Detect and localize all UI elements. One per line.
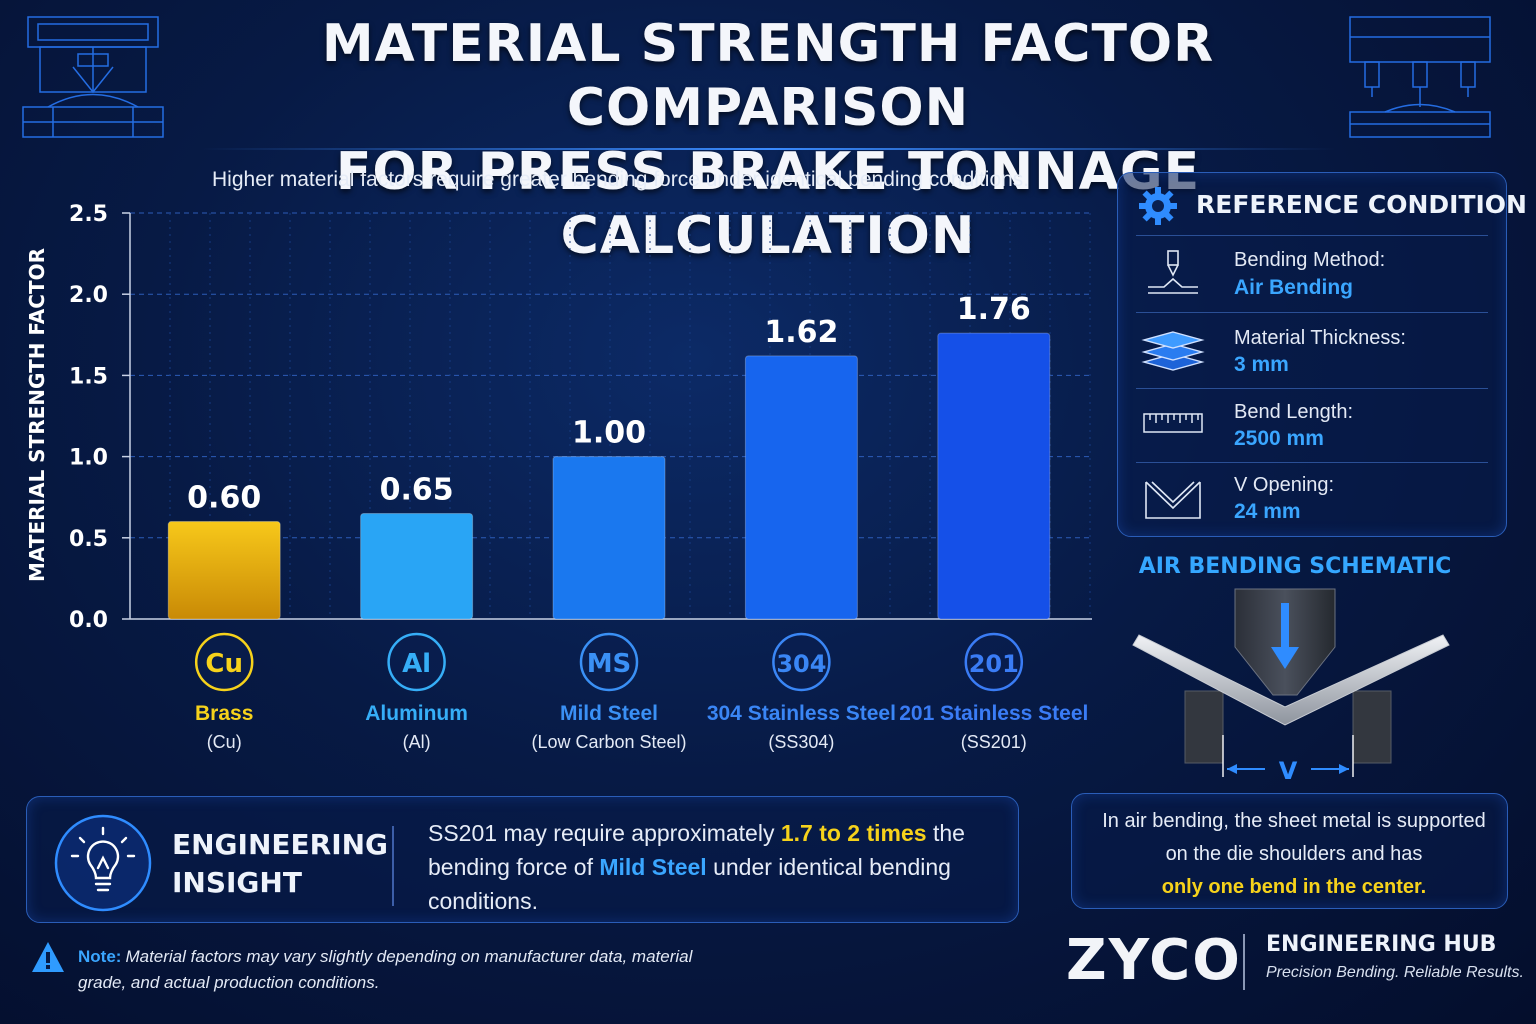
description-line-2: on the die shoulders and has: [1165, 843, 1423, 865]
bend-length-value: 2500 mm: [1234, 427, 1324, 450]
reference-divider: [1136, 388, 1488, 389]
insight-text-part-1: SS201 may require approximately: [428, 820, 781, 846]
y-axis-label: MATERIAL STRENGTH FACTOR: [25, 248, 49, 582]
bar-value-label: 0.60: [187, 481, 261, 516]
material-thickness-value: 3 mm: [1234, 353, 1289, 376]
y-tick-label: 1.0: [69, 446, 108, 471]
engineering-insight-text: SS201 may require approximately 1.7 to 2…: [428, 816, 1008, 918]
y-tick-label: 2.5: [69, 202, 108, 227]
category-label: Aluminum: [365, 702, 468, 725]
bending-method-value: Air Bending: [1234, 276, 1353, 299]
material-symbol-badge: [772, 632, 831, 692]
v-die-icon: [1145, 481, 1201, 519]
category-label: 304 Stainless Steel: [707, 702, 896, 725]
category-label: 201 Stainless Steel: [899, 702, 1088, 725]
bar-al: [360, 512, 474, 620]
engineering-insight-panel: [26, 796, 1019, 923]
category-sublabel: (SS304): [768, 732, 834, 752]
ruler-icon: [1143, 413, 1203, 433]
page-title: MATERIAL STRENGTH FACTOR COMPARISON FOR …: [180, 12, 1356, 268]
sheet-metal: [1132, 634, 1450, 726]
bending-method-icon: [1148, 250, 1198, 294]
bar-value-label: 1.00: [572, 416, 646, 451]
insight-title-line-1: ENGINEERING: [172, 828, 389, 861]
category-label: Brass: [195, 702, 253, 725]
y-tick-label: 1.5: [69, 364, 108, 389]
y-tick-label: 2.0: [69, 283, 108, 308]
bar-value-label: 0.65: [380, 472, 454, 507]
category-sublabel: (Low Carbon Steel): [531, 732, 686, 752]
description-highlight: only one bend in the center.: [1161, 876, 1427, 898]
brand-hub-name: ENGINEERING HUB: [1266, 932, 1497, 957]
reference-condition-title: REFERENCE CONDITION: [1196, 190, 1527, 219]
v-opening-value: 24 mm: [1234, 500, 1301, 523]
reference-divider: [1136, 462, 1488, 463]
gear-icon: [1139, 187, 1177, 225]
note-text: Material factors may vary slightly depen…: [78, 947, 693, 992]
brand-tagline: Precision Bending. Reliable Results.: [1266, 964, 1524, 981]
brand-divider: [1243, 934, 1245, 990]
layers-icon: [1141, 331, 1205, 371]
bar-304: [744, 355, 858, 620]
insight-text-part-3: under identical bending conditions.: [428, 854, 951, 914]
title-line-1: MATERIAL STRENGTH FACTOR COMPARISON: [321, 14, 1215, 138]
y-tick-label: 0.0: [69, 608, 108, 633]
bend-length-label: Bend Length:: [1234, 401, 1353, 423]
v-opening-label: V Opening:: [1234, 474, 1335, 496]
air-bending-schematic: V: [1132, 588, 1450, 785]
lightbulb-icon: [54, 814, 152, 912]
bar-201: [937, 332, 1051, 620]
material-symbol-badge: [579, 632, 639, 692]
insight-title-line-2: INSIGHT: [172, 866, 302, 899]
bar-ms: [552, 456, 666, 620]
insight-text-part-2: the bending force of: [428, 820, 965, 880]
title-divider: [200, 148, 1336, 150]
material-thickness-label: Material Thickness:: [1234, 327, 1406, 349]
insight-divider: [392, 826, 394, 906]
brand-logo: ZYCO: [1066, 928, 1242, 993]
chart-subtitle: Higher material factors require greater …: [212, 168, 1030, 191]
press-brake-blueprint-right-icon: [1349, 16, 1491, 138]
category-sublabel: (SS201): [961, 732, 1027, 752]
category-label: Mild Steel: [560, 702, 658, 725]
die-shoulder-right: [1352, 690, 1392, 764]
v-opening-dimension-label: V: [1279, 757, 1298, 785]
footnote: Note: Material factors may vary slightly …: [78, 944, 718, 996]
bar-value-label: 1.76: [957, 292, 1031, 327]
material-symbol-badge: [964, 632, 1024, 692]
material-symbol-badge: [194, 632, 254, 692]
material-symbol: 201: [969, 650, 1019, 678]
schematic-description-panel: [1071, 793, 1508, 909]
material-symbol: Al: [402, 649, 431, 679]
press-brake-blueprint-left-icon: [22, 16, 164, 138]
note-label: Note:: [78, 947, 122, 966]
warning-icon: [32, 942, 64, 972]
category-sublabel: (Cu): [207, 732, 242, 752]
schematic-description: In air bending, the sheet metal is suppo…: [1071, 805, 1517, 904]
bending-method-label: Bending Method:: [1234, 249, 1386, 271]
die-shoulder-left: [1184, 690, 1224, 764]
reference-divider: [1136, 235, 1488, 236]
material-symbol: MS: [587, 649, 632, 679]
insight-highlight-material: Mild Steel: [599, 854, 707, 880]
bar-value-label: 1.62: [764, 315, 838, 350]
bar-cu: [167, 521, 281, 620]
material-symbol-badge: [387, 632, 446, 692]
category-sublabel: (Al): [403, 732, 431, 752]
y-tick-label: 0.5: [69, 527, 108, 552]
material-symbol: 304: [776, 650, 826, 678]
reference-divider: [1136, 312, 1488, 313]
description-line-1: In air bending, the sheet metal is suppo…: [1102, 810, 1486, 832]
material-symbol: Cu: [205, 649, 243, 679]
air-bending-schematic-title: AIR BENDING SCHEMATIC: [1138, 554, 1452, 579]
strength-factor-bar-chart: MATERIAL STRENGTH FACTOR 0.0 0.5 1.0 1.5 2.0…: [25, 202, 1092, 752]
insight-highlight-ratio: 1.7 to 2 times: [780, 820, 927, 846]
title-line-2: FOR PRESS BRAKE TONNAGE CALCULATION: [335, 142, 1201, 266]
engineering-insight-title: ENGINEERING INSIGHT: [172, 826, 388, 902]
